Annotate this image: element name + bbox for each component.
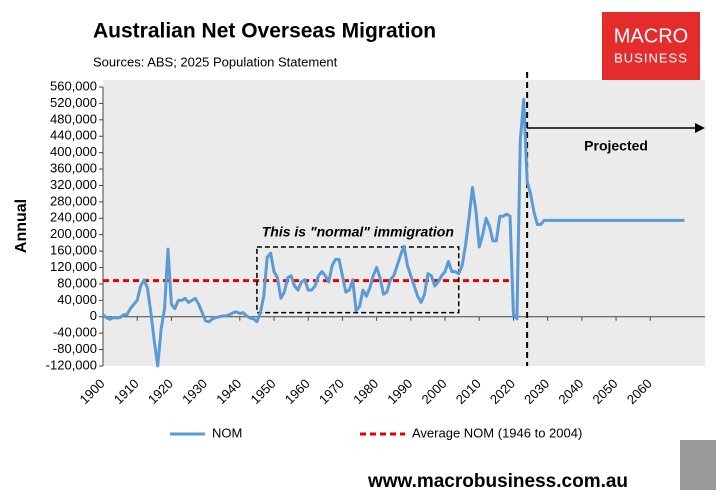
y-axis-label: Annual (13, 199, 30, 253)
series-line (102, 97, 685, 368)
y-tick-label: 0 (90, 308, 97, 323)
x-tick-label: 1960 (282, 376, 313, 407)
annotation: Projected (584, 138, 648, 154)
x-tick-label: 2010 (453, 376, 484, 407)
y-tick-label: 240,000 (50, 210, 97, 225)
y-tick-label: 440,000 (50, 128, 97, 143)
legend-label: Average NOM (1946 to 2004) (412, 425, 582, 440)
y-tick-label: 280,000 (50, 193, 97, 208)
y-tick-label: 160,000 (50, 243, 97, 258)
y-tick-label: 120,000 (50, 259, 97, 274)
x-tick-label: 1940 (213, 376, 244, 407)
x-tick-label: 2060 (624, 376, 655, 407)
y-tick-label: 80,000 (57, 275, 97, 290)
x-tick-label: 1900 (76, 376, 107, 407)
x-tick-label: 1970 (316, 376, 347, 407)
annotation-box (256, 246, 460, 314)
x-tick-label: 1910 (111, 376, 142, 407)
x-tick-label: 2000 (419, 376, 450, 407)
x-tick-label: 1990 (384, 376, 415, 407)
y-tick-label: 320,000 (50, 177, 97, 192)
x-tick-label: 1920 (145, 376, 176, 407)
logo-text: BUSINESS (614, 50, 688, 65)
logo (602, 12, 700, 80)
y-tick-label: 360,000 (50, 160, 97, 175)
x-tick-label: 1950 (248, 376, 279, 407)
chart-title: Australian Net Overseas Migration (93, 20, 436, 43)
y-tick-label: -40,000 (53, 325, 97, 340)
x-tick-label: 1930 (179, 376, 210, 407)
x-tick-label: 2050 (590, 376, 621, 407)
y-tick-label: 560,000 (50, 78, 97, 93)
x-tick-label: 2040 (555, 376, 586, 407)
y-tick-label: -120,000 (46, 357, 97, 372)
y-tick-label: 40,000 (57, 292, 97, 307)
legend-label: NOM (212, 425, 242, 440)
x-tick-label: 1980 (350, 376, 381, 407)
footer: www.macrobusiness.com.au (367, 471, 628, 492)
arrow-head (695, 123, 705, 133)
logo-text: MACRO (614, 25, 688, 47)
x-tick-label: 2030 (521, 376, 552, 407)
y-tick-label: -80,000 (53, 341, 97, 356)
y-tick-label: 480,000 (50, 111, 97, 126)
annotation: This is "normal" immigration (262, 224, 454, 240)
x-tick-label: 2020 (487, 376, 518, 407)
y-tick-label: 200,000 (50, 226, 97, 241)
subtitle: Sources: ABS; 2025 Population Statement (93, 54, 338, 69)
fox-icon (680, 440, 716, 490)
y-tick-label: 520,000 (50, 95, 97, 110)
y-tick-label: 400,000 (50, 144, 97, 159)
